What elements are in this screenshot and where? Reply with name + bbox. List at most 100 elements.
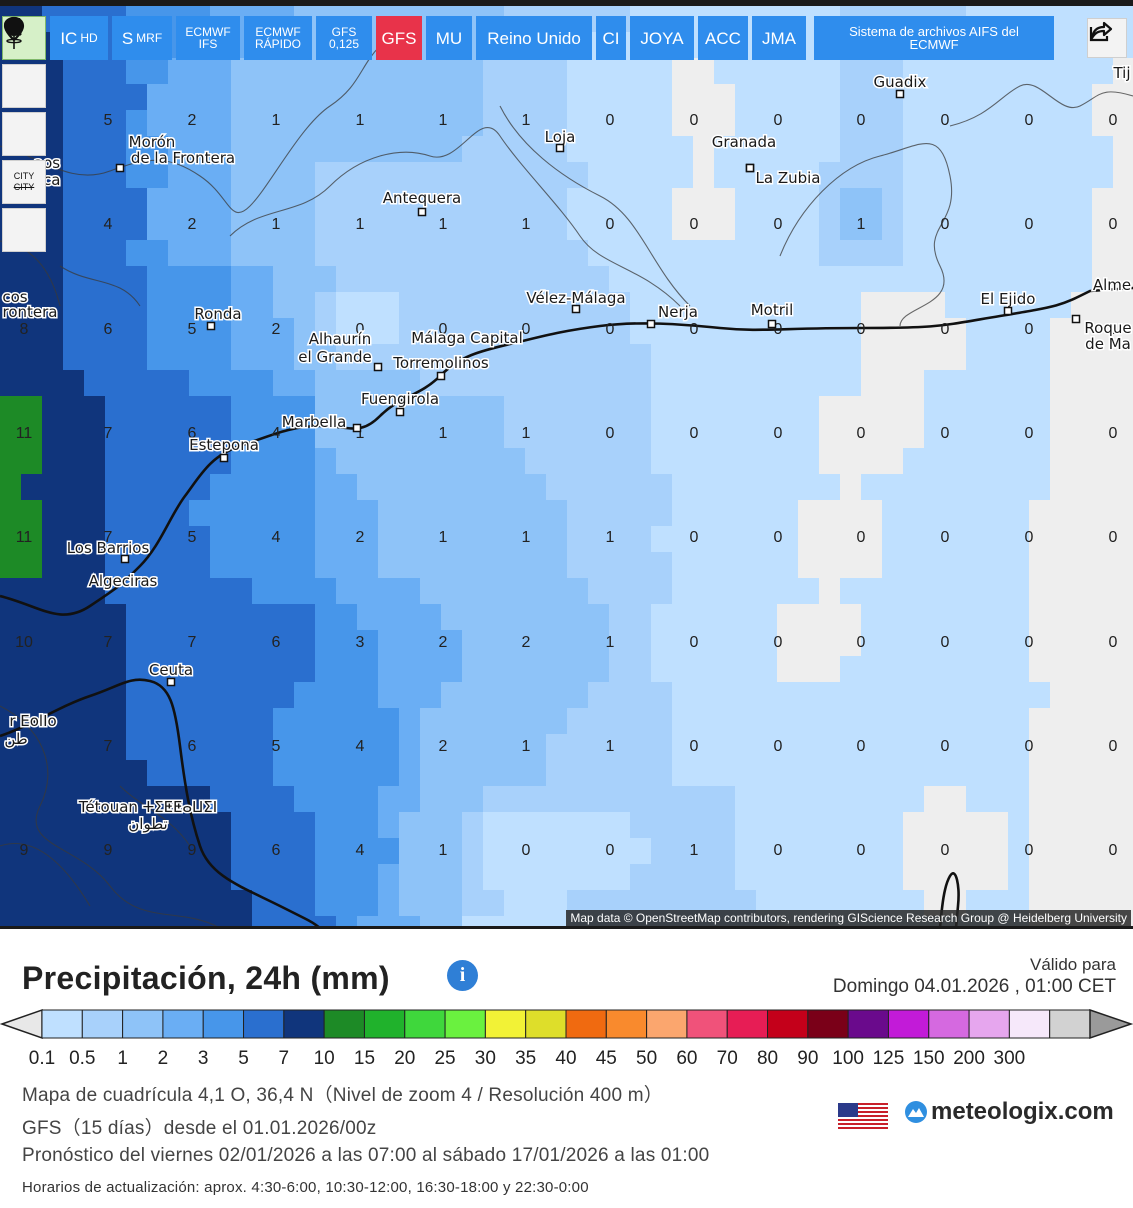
raster-cell bbox=[399, 812, 421, 839]
raster-cell bbox=[273, 760, 295, 787]
raster-cell bbox=[336, 110, 358, 137]
raster-cell bbox=[693, 396, 715, 423]
model-button-s[interactable]: S MRF bbox=[112, 16, 172, 60]
raster-cell bbox=[63, 578, 85, 605]
raster-cell bbox=[168, 84, 190, 111]
place-marker bbox=[555, 143, 565, 153]
place-label: Granada bbox=[712, 133, 776, 151]
raster-cell bbox=[546, 448, 568, 475]
raster-cell bbox=[0, 318, 22, 345]
grid-value: 2 bbox=[188, 112, 197, 129]
model-button-jma[interactable]: JMA bbox=[752, 16, 806, 60]
model-button-mu[interactable]: MU bbox=[426, 16, 472, 60]
share-button[interactable] bbox=[1087, 18, 1127, 58]
raster-cell bbox=[378, 916, 400, 928]
model-button-reino-unido[interactable]: Reino Unido bbox=[476, 16, 592, 60]
raster-cell bbox=[0, 604, 22, 631]
raster-cell bbox=[840, 578, 862, 605]
raster-cell bbox=[777, 318, 799, 345]
raster-cell bbox=[735, 500, 757, 527]
raster-cell bbox=[588, 214, 610, 241]
raster-cell bbox=[588, 396, 610, 423]
raster-cell bbox=[756, 396, 778, 423]
raster-cell bbox=[315, 864, 337, 891]
raster-cell bbox=[651, 838, 673, 865]
raster-cell bbox=[819, 266, 841, 293]
raster-cell bbox=[777, 396, 799, 423]
model-button-ci[interactable]: CI bbox=[596, 16, 626, 60]
raster-cell bbox=[672, 604, 694, 631]
raster-cell bbox=[147, 448, 169, 475]
raster-cell bbox=[315, 630, 337, 657]
raster-cell bbox=[357, 318, 379, 345]
zoom-button[interactable] bbox=[2, 18, 46, 156]
aifs-archive-button[interactable]: Sistema de archivos AIFS del ECMWF bbox=[814, 16, 1054, 60]
raster-cell bbox=[147, 318, 169, 345]
raster-cell bbox=[399, 162, 421, 189]
raster-cell bbox=[0, 474, 22, 501]
model-button-sublabel: MRF bbox=[136, 31, 163, 45]
raster-cell bbox=[189, 474, 211, 501]
raster-cell bbox=[294, 58, 316, 85]
model-button-ecmwf-ifs[interactable]: ECMWF IFS bbox=[176, 16, 240, 60]
raster-cell bbox=[189, 500, 211, 527]
city-labels-toggle[interactable]: CITY CITY bbox=[2, 160, 46, 204]
raster-cell bbox=[924, 58, 946, 85]
raster-cell bbox=[966, 682, 988, 709]
raster-cell bbox=[462, 578, 484, 605]
raster-cell bbox=[1092, 370, 1114, 397]
raster-cell bbox=[315, 422, 337, 449]
raster-cell bbox=[147, 578, 169, 605]
model-button-acc[interactable]: ACC bbox=[698, 16, 748, 60]
raster-cell bbox=[861, 604, 883, 631]
scale-label: 0.1 bbox=[28, 1048, 56, 1069]
raster-cell bbox=[987, 370, 1009, 397]
raster-cell bbox=[798, 266, 820, 293]
raster-cell bbox=[987, 656, 1009, 683]
info-icon[interactable]: i bbox=[447, 960, 478, 991]
raster-cell bbox=[504, 188, 526, 215]
grid-value: 0 bbox=[774, 425, 783, 442]
grid-value: 0 bbox=[774, 529, 783, 546]
raster-cell bbox=[840, 396, 862, 423]
grid-value: 9 bbox=[20, 842, 29, 859]
model-button-gfs[interactable]: GFS bbox=[376, 16, 422, 60]
raster-cell bbox=[651, 578, 673, 605]
model-button-ecmwf-r-pido[interactable]: ECMWF RÁPIDO bbox=[244, 16, 312, 60]
raster-cell bbox=[63, 84, 85, 111]
raster-cell bbox=[462, 474, 484, 501]
raster-cell bbox=[1071, 84, 1093, 111]
map-canvas[interactable]: 5 2 1 1 1 1 0 0 0 0 0 0 04 2 1 1 1 1 0 0 0 1 0 0 08 6 5 2 0 0 0 0 0 0 0 0 0 0… bbox=[0, 6, 1133, 928]
raster-cell bbox=[861, 448, 883, 475]
raster-cell bbox=[966, 500, 988, 527]
raster-cell bbox=[21, 500, 43, 527]
model-button-gfs-0-125[interactable]: GFS 0,125 bbox=[316, 16, 372, 60]
raster-cell bbox=[945, 734, 967, 761]
brand-logo[interactable]: meteologix.com bbox=[903, 1098, 1114, 1126]
raster-cell bbox=[273, 84, 295, 111]
point-forecast-button[interactable] bbox=[2, 18, 46, 252]
raster-cell bbox=[609, 656, 631, 683]
raster-cell bbox=[861, 318, 883, 345]
raster-cell bbox=[987, 734, 1009, 761]
grid-value: 0 bbox=[941, 529, 950, 546]
raster-cell bbox=[798, 396, 820, 423]
model-button-joya[interactable]: JOYA bbox=[630, 16, 694, 60]
raster-cell bbox=[42, 266, 64, 293]
location-button[interactable] bbox=[2, 16, 46, 108]
raster-cell bbox=[42, 448, 64, 475]
raster-cell bbox=[714, 526, 736, 553]
raster-cell bbox=[315, 162, 337, 189]
model-button-ic[interactable]: IC HD bbox=[50, 16, 108, 60]
us-flag-icon[interactable] bbox=[838, 1103, 888, 1129]
raster-cell bbox=[630, 526, 652, 553]
raster-cell bbox=[840, 890, 862, 917]
raster-cell bbox=[105, 890, 127, 917]
raster-cell bbox=[525, 58, 547, 85]
raster-cell bbox=[210, 500, 232, 527]
raster-cell bbox=[672, 890, 694, 917]
raster-cell bbox=[1071, 890, 1093, 917]
raster-cell bbox=[63, 630, 85, 657]
scale-swatch bbox=[404, 1009, 446, 1039]
